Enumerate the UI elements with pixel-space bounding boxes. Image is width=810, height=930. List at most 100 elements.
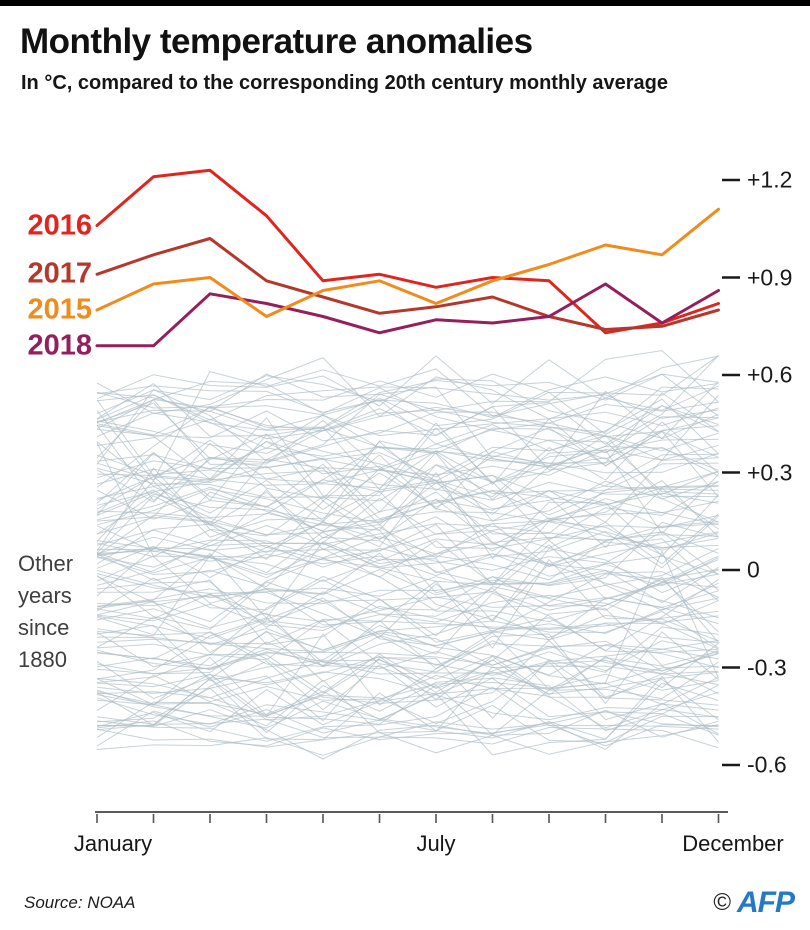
other-year-line xyxy=(96,656,719,724)
other-year-line xyxy=(96,357,719,420)
other-year-line xyxy=(96,386,719,421)
other-year-line xyxy=(96,640,719,694)
top-bar xyxy=(0,0,810,6)
series-line-2018 xyxy=(95,282,720,348)
x-axis-label: December xyxy=(682,831,784,856)
other-year-line xyxy=(96,720,719,747)
other-years-label: Other years since 1880 xyxy=(18,551,74,672)
other-year-line xyxy=(96,441,719,523)
other-year-line xyxy=(96,594,719,653)
other-year-line xyxy=(96,593,719,625)
other-year-line xyxy=(96,724,719,755)
other-year-line xyxy=(96,575,719,656)
copyright-icon: © xyxy=(713,889,731,916)
other-year-line xyxy=(96,610,719,651)
other-year-line xyxy=(96,445,719,516)
other-year-line xyxy=(96,373,719,437)
y-tick-label: +0.3 xyxy=(747,459,793,485)
series-line-2016 xyxy=(95,168,720,335)
other-year-line xyxy=(96,417,719,498)
other-year-line xyxy=(96,658,719,721)
other-year-line xyxy=(96,691,719,721)
other-year-line xyxy=(96,573,719,630)
other-year-line xyxy=(96,576,719,612)
other-year-line xyxy=(96,416,719,454)
other-year-line xyxy=(96,657,719,723)
other-year-line xyxy=(96,375,719,439)
series-label-2017: 2017 xyxy=(27,257,92,290)
other-year-line xyxy=(96,355,719,407)
x-axis-label: July xyxy=(416,831,456,856)
other-year-line xyxy=(96,655,719,699)
other-year-line xyxy=(96,657,719,736)
other-year-line xyxy=(96,540,719,585)
other-year-line xyxy=(96,520,719,602)
page-subtitle: In °C, compared to the corresponding 20t… xyxy=(21,72,669,94)
afp-logo: © AFP xyxy=(713,886,795,920)
y-tick-label: +0.6 xyxy=(747,361,793,388)
y-tick-label: -0.6 xyxy=(747,751,787,778)
other-year-line xyxy=(96,544,719,600)
other-year-line xyxy=(96,608,719,668)
other-year-line xyxy=(96,645,719,671)
other-year-line xyxy=(96,355,719,469)
other-year-line xyxy=(96,394,719,461)
other-year-line xyxy=(96,675,719,731)
other-year-line xyxy=(96,457,719,510)
other-year-line xyxy=(96,386,719,468)
other-year-line xyxy=(96,450,719,489)
other-year-line xyxy=(96,616,719,672)
other-year-line xyxy=(96,709,719,760)
other-year-line xyxy=(96,682,719,741)
other-year-line xyxy=(96,608,719,688)
other-year-line xyxy=(96,440,719,523)
series-line-2015 xyxy=(95,207,720,318)
other-year-line xyxy=(96,439,719,484)
other-year-line xyxy=(96,554,719,649)
other-year-line xyxy=(96,603,719,631)
page-title: Monthly temperature anomalies xyxy=(20,22,533,61)
source-label: Source: NOAA xyxy=(24,893,136,912)
other-year-line xyxy=(96,619,719,673)
other-year-line xyxy=(96,581,719,611)
other-year-line xyxy=(96,531,719,571)
y-tick-label: +1.2 xyxy=(747,166,793,193)
other-year-line xyxy=(96,421,719,504)
series-line-2017 xyxy=(95,237,720,331)
other-year-line xyxy=(96,512,719,594)
series-label-2018: 2018 xyxy=(27,329,92,362)
other-year-line xyxy=(96,464,719,552)
other-year-line xyxy=(96,592,719,655)
other-year-line xyxy=(96,568,719,638)
other-year-line xyxy=(96,649,719,675)
other-year-line xyxy=(96,497,719,559)
other-year-line xyxy=(96,463,719,521)
other-year-line xyxy=(96,711,719,738)
other-year-line xyxy=(96,524,719,574)
other-year-line xyxy=(96,631,719,717)
other-year-line xyxy=(96,401,719,446)
other-year-line xyxy=(96,597,719,647)
other-year-line xyxy=(96,631,719,672)
y-tick-label: 0 xyxy=(747,556,760,583)
other-year-line xyxy=(96,485,719,535)
other-year-line xyxy=(96,666,719,738)
other-year-line xyxy=(96,704,719,747)
other-year-line xyxy=(96,512,719,552)
other-year-line xyxy=(96,368,719,482)
afp-wordmark: AFP xyxy=(737,886,795,919)
series-label-2015: 2015 xyxy=(27,293,92,326)
other-year-line xyxy=(96,470,719,501)
y-tick-label: -0.3 xyxy=(747,654,787,680)
other-year-line xyxy=(96,513,719,565)
other-year-line xyxy=(96,480,719,543)
other-year-line xyxy=(96,553,719,577)
x-axis-label: January xyxy=(73,831,153,856)
y-tick-label: +0.9 xyxy=(747,264,793,290)
other-year-line xyxy=(96,673,719,712)
series-label-2016: 2016 xyxy=(27,209,92,241)
other-year-line xyxy=(96,675,719,756)
